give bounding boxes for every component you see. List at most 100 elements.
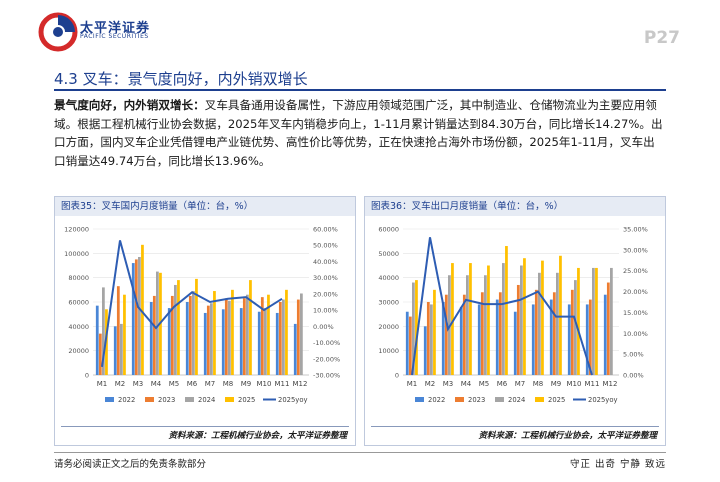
bar-2023-M4 bbox=[462, 294, 466, 375]
bar-2024-M5 bbox=[484, 275, 487, 375]
bar-2024-M5 bbox=[174, 284, 177, 375]
bar-2022-M10 bbox=[567, 304, 571, 375]
bar-2023-M11 bbox=[278, 302, 282, 375]
bar-2024-M4 bbox=[156, 271, 159, 375]
bar-2023-M9 bbox=[552, 292, 556, 375]
bar-2025-M2 bbox=[433, 289, 436, 375]
legend-swatch-2025 bbox=[535, 397, 544, 402]
brand-name-en: PACIFIC SECURITIES bbox=[80, 33, 149, 40]
paragraph-body: 叉车具备通用设备属性，下游应用领域范围广泛，其中制造业、仓储物流业为主要应用领域… bbox=[54, 98, 663, 168]
y2-tick-label: 0.00% bbox=[623, 372, 644, 380]
bar-2022-M2 bbox=[423, 326, 427, 375]
y-tick-label: 0 bbox=[395, 372, 399, 380]
body-paragraph: 景气度向好，内外销双增长：叉车具备通用设备属性，下游应用领域范围广泛，其中制造业… bbox=[54, 96, 666, 170]
y2-tick-label: 30.00% bbox=[623, 246, 648, 254]
bar-2024-M8 bbox=[228, 300, 231, 375]
x-tick-label: M9 bbox=[551, 380, 562, 388]
y2-tick-label: 5.00% bbox=[623, 351, 644, 359]
footer-disclaimer: 请务必阅读正文之后的免责条款部分 bbox=[54, 459, 207, 470]
bar-2023-M5 bbox=[170, 295, 174, 375]
bar-2025-M9 bbox=[559, 255, 562, 375]
bar-2022-M12 bbox=[603, 294, 607, 375]
bar-2022-M7 bbox=[513, 311, 517, 375]
y2-tick-label: 60.00% bbox=[313, 226, 338, 234]
bar-2022-M5 bbox=[167, 308, 171, 375]
bar-2024-M12 bbox=[300, 293, 303, 375]
bar-2025-M11 bbox=[285, 289, 288, 375]
bar-2022-M4 bbox=[149, 302, 153, 375]
bar-2023-M8 bbox=[534, 289, 538, 375]
bar-2024-M1 bbox=[412, 282, 415, 375]
legend-label-2023: 2023 bbox=[468, 396, 485, 404]
yoy-line bbox=[101, 240, 283, 368]
bar-2022-M3 bbox=[441, 302, 445, 375]
legend-swatch-2023 bbox=[455, 397, 464, 402]
y2-tick-label: 35.00% bbox=[623, 226, 648, 234]
bar-2022-M8 bbox=[531, 304, 535, 375]
x-tick-label: M12 bbox=[603, 380, 618, 388]
bar-2025-M10 bbox=[577, 267, 580, 375]
legend-label-2023: 2023 bbox=[158, 396, 175, 404]
y2-tick-label: -10.00% bbox=[313, 339, 340, 347]
bar-2022-M2 bbox=[113, 326, 117, 375]
bar-2023-M5 bbox=[480, 292, 484, 375]
y2-tick-label: -20.00% bbox=[313, 355, 340, 363]
x-tick-label: M2 bbox=[425, 380, 436, 388]
legend-label-2022: 2022 bbox=[428, 396, 445, 404]
bar-2024-M7 bbox=[210, 303, 213, 375]
bar-2023-M4 bbox=[152, 295, 156, 375]
bar-2025-M5 bbox=[487, 265, 490, 375]
bar-2023-M2 bbox=[426, 302, 430, 375]
x-tick-label: M8 bbox=[533, 380, 544, 388]
x-tick-label: M12 bbox=[293, 380, 308, 388]
bar-2023-M7 bbox=[516, 284, 520, 375]
x-tick-label: M11 bbox=[585, 380, 600, 388]
legend-label-2025yoy: 2025yoy bbox=[588, 396, 618, 404]
bar-2024-M10 bbox=[574, 280, 577, 375]
x-tick-label: M7 bbox=[205, 380, 216, 388]
brand-name-cn: 太平洋证券 bbox=[80, 21, 151, 36]
bar-2022-M10 bbox=[257, 311, 261, 375]
bar-2025-M6 bbox=[505, 246, 508, 375]
bar-2024-M1 bbox=[102, 287, 105, 375]
bar-2024-M3 bbox=[138, 256, 141, 375]
y2-tick-label: 15.00% bbox=[623, 309, 648, 317]
bar-2025-M4 bbox=[469, 263, 472, 375]
legend-label-2025: 2025 bbox=[548, 396, 565, 404]
legend-swatch-2022 bbox=[415, 397, 424, 402]
bar-2022-M6 bbox=[495, 299, 499, 375]
yoy-line bbox=[411, 237, 593, 376]
bar-2022-M5 bbox=[477, 304, 481, 375]
legend-swatch-2024 bbox=[185, 397, 194, 402]
bar-2024-M11 bbox=[592, 267, 595, 375]
domestic-sales-chart: 0 20000 40000 60000 80000 100000 120000 -30.00%… bbox=[64, 226, 340, 405]
bar-2022-M9 bbox=[549, 299, 553, 375]
bar-2024-M6 bbox=[192, 291, 195, 375]
bar-2024-M12 bbox=[610, 267, 613, 375]
title-rule bbox=[54, 89, 666, 91]
legend-label-2025yoy: 2025yoy bbox=[278, 396, 308, 404]
x-tick-label: M8 bbox=[223, 380, 234, 388]
y2-tick-label: 10.00% bbox=[623, 330, 648, 338]
page-number: P27 bbox=[643, 28, 680, 48]
bar-2024-M2 bbox=[430, 304, 433, 375]
footer-rule bbox=[54, 452, 666, 453]
y-tick-label: 60000 bbox=[378, 226, 399, 234]
legend-swatch-2023 bbox=[145, 397, 154, 402]
figure-35-caption: 图表35：叉车国内月度销量（单位：台，%） bbox=[55, 197, 355, 216]
bar-2024-M2 bbox=[120, 323, 123, 375]
x-tick-label: M6 bbox=[187, 380, 198, 388]
bar-2025-M3 bbox=[141, 244, 144, 375]
section-title: 4.3 叉车：景气度向好，内外销双增长 bbox=[54, 70, 308, 88]
y-tick-label: 0 bbox=[85, 372, 89, 380]
bar-2022-M1 bbox=[405, 311, 409, 375]
bar-2024-M7 bbox=[520, 265, 523, 375]
x-tick-label: M7 bbox=[515, 380, 526, 388]
bar-2022-M6 bbox=[185, 302, 189, 375]
y-tick-label: 20000 bbox=[378, 323, 399, 331]
x-tick-label: M10 bbox=[257, 380, 272, 388]
source-rule bbox=[61, 426, 349, 427]
x-tick-label: M3 bbox=[133, 380, 144, 388]
bar-2023-M11 bbox=[588, 299, 592, 375]
x-tick-label: M6 bbox=[497, 380, 508, 388]
